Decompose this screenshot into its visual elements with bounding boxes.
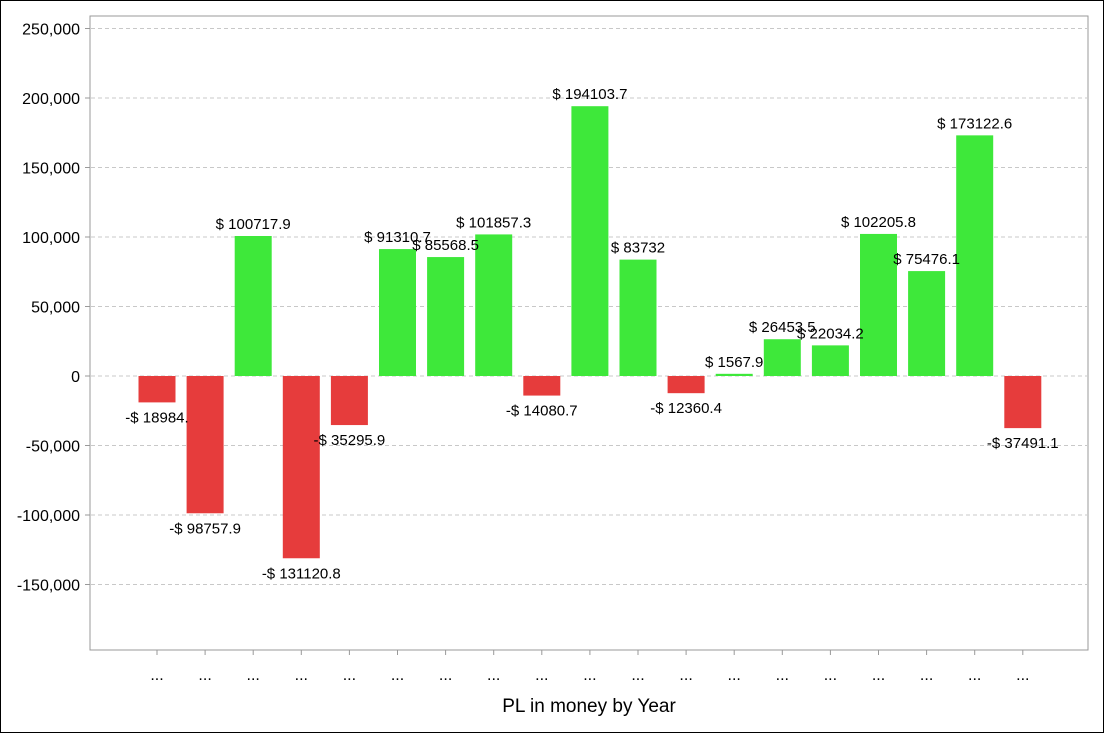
y-axis-tick-labels: 250,000 200,000 150,000 100,000 50,000 0 -50,0… xyxy=(17,22,90,595)
bar xyxy=(330,376,368,426)
y-tick-label: 0 xyxy=(71,369,80,386)
x-tick-label: ... xyxy=(920,667,933,684)
y-tick-label: -100,000 xyxy=(17,508,80,525)
y-tick-label: 100,000 xyxy=(22,230,80,247)
bar xyxy=(811,345,849,376)
x-tick-label: ... xyxy=(295,667,308,684)
data-labels: -$ 18984. -$ 98757.9 $ 100717.9 -$ 131120.8… xyxy=(125,86,1058,582)
bar xyxy=(427,257,465,376)
data-label: -$ 37491.1 xyxy=(987,435,1059,452)
data-label: $ 83732 xyxy=(611,240,665,257)
data-label: $ 91310.7 xyxy=(364,229,431,246)
x-tick-label: ... xyxy=(728,667,741,684)
data-label: $ 75476.1 xyxy=(893,251,960,268)
y-tick-label: 200,000 xyxy=(22,91,80,108)
data-label: $ 85568.5 xyxy=(412,237,479,254)
data-label: $ 101857.3 xyxy=(456,214,531,231)
bar xyxy=(186,376,224,514)
data-label: $ 173122.6 xyxy=(937,115,1012,132)
x-tick-label: ... xyxy=(198,667,211,684)
x-tick-label: ... xyxy=(535,667,548,684)
data-label: -$ 98757.9 xyxy=(169,520,241,537)
y-tick-label: 50,000 xyxy=(31,300,80,317)
data-label: $ 194103.7 xyxy=(552,86,627,103)
bar xyxy=(715,373,753,376)
x-tick-label: ... xyxy=(824,667,837,684)
x-tick-label: ... xyxy=(776,667,789,684)
x-tick-label: ... xyxy=(247,667,260,684)
x-axis-ticks: ........................................… xyxy=(150,650,1029,684)
bar xyxy=(956,135,994,376)
bar xyxy=(1004,376,1042,429)
bar xyxy=(475,234,513,376)
x-tick-label: ... xyxy=(679,667,692,684)
bar xyxy=(908,271,946,376)
data-label: $ 22034.2 xyxy=(797,325,864,342)
x-tick-label: ... xyxy=(391,667,404,684)
bar xyxy=(379,249,416,376)
data-label: -$ 35295.9 xyxy=(314,432,386,449)
bar xyxy=(571,106,609,376)
bar xyxy=(523,376,561,396)
x-tick-label: ... xyxy=(872,667,885,684)
x-tick-label: ... xyxy=(150,667,163,684)
data-label: $ 26453.5 xyxy=(749,319,816,336)
bar xyxy=(763,339,801,376)
data-label: -$ 131120.8 xyxy=(262,565,341,582)
x-tick-label: ... xyxy=(583,667,596,684)
data-label: -$ 14080.7 xyxy=(506,403,578,420)
bar xyxy=(138,376,176,403)
bar xyxy=(282,376,320,559)
data-label: -$ 18984. xyxy=(125,409,188,426)
y-tick-label: 250,000 xyxy=(22,22,80,39)
data-label: -$ 12360.4 xyxy=(650,400,722,417)
y-tick-label: 150,000 xyxy=(22,161,80,178)
x-tick-label: ... xyxy=(343,667,356,684)
data-label: $ 1567.9 xyxy=(705,354,763,371)
x-axis-title: PL in money by Year xyxy=(502,696,676,717)
bar xyxy=(234,236,272,376)
bars-group xyxy=(138,106,1042,559)
x-tick-label: ... xyxy=(439,667,452,684)
bar xyxy=(860,233,897,376)
bar xyxy=(667,376,705,394)
y-tick-label: -50,000 xyxy=(26,439,80,456)
x-tick-label: ... xyxy=(968,667,981,684)
bar xyxy=(619,259,657,376)
x-tick-label: ... xyxy=(487,667,500,684)
x-tick-label: ... xyxy=(1016,667,1029,684)
data-label: $ 102205.8 xyxy=(841,214,916,231)
data-label: $ 100717.9 xyxy=(216,216,291,233)
x-tick-label: ... xyxy=(631,667,644,684)
y-tick-label: -150,000 xyxy=(17,578,80,595)
